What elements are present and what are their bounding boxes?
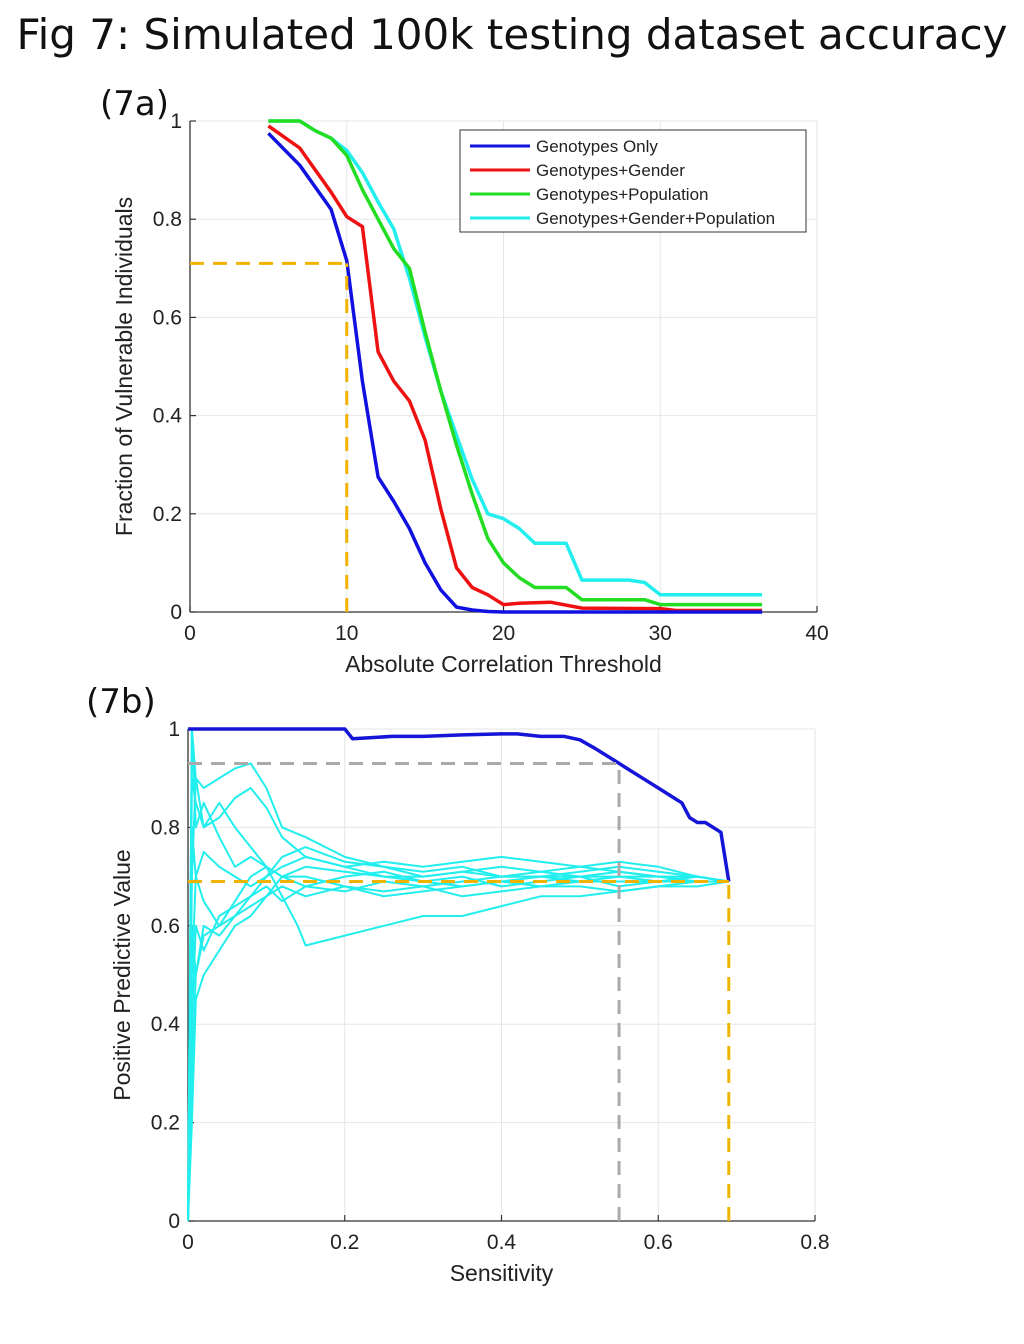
y-axis-label: Positive Predictive Value [109, 849, 135, 1100]
series-line [187, 875, 729, 1222]
y-tick-label: 0.2 [153, 503, 182, 526]
y-tick-label: 0.6 [153, 306, 182, 329]
series-line [268, 119, 763, 607]
series-line [267, 124, 763, 613]
x-tick-label: 20 [492, 622, 515, 645]
x-tick-label: 10 [335, 622, 358, 645]
x-axis-label: Absolute Correlation Threshold [345, 651, 662, 677]
series-line [187, 728, 729, 1222]
series-line [267, 132, 763, 614]
legend-label: Genotypes Only [536, 137, 658, 156]
y-tick-label: 0.2 [151, 1112, 180, 1135]
series-line [187, 777, 729, 1222]
series-line [187, 865, 729, 1222]
x-tick-label: 0 [184, 622, 196, 645]
series-line [187, 728, 729, 1222]
series-line [187, 870, 729, 1222]
y-tick-label: 1 [168, 718, 180, 741]
x-tick-label: 0.8 [800, 1231, 829, 1254]
y-tick-label: 0.4 [151, 1013, 181, 1036]
x-axis-label: Sensitivity [450, 1260, 554, 1286]
panel-label-7b: (7b) [86, 682, 156, 722]
panel-label-7a: (7a) [100, 84, 169, 124]
y-tick-label: 1 [170, 110, 182, 133]
x-tick-label: 30 [649, 622, 672, 645]
legend-label: Genotypes+Population [536, 185, 709, 204]
series-line [187, 777, 729, 1222]
series-line [187, 826, 729, 1222]
x-tick-label: 0.6 [644, 1231, 673, 1254]
series-line [188, 727, 731, 882]
y-tick-label: 0.8 [153, 208, 182, 231]
y-tick-label: 0.4 [153, 405, 183, 428]
y-tick-label: 0 [170, 601, 182, 624]
series-line [187, 880, 729, 1222]
legend-label: Genotypes+Gender+Population [536, 209, 775, 228]
figure-title: Fig 7: Simulated 100k testing dataset ac… [16, 10, 1008, 59]
y-tick-label: 0 [168, 1210, 180, 1233]
series-line [187, 851, 729, 1222]
x-tick-label: 40 [805, 622, 828, 645]
y-tick-label: 0.8 [151, 816, 180, 839]
x-tick-label: 0.4 [487, 1231, 517, 1254]
y-axis-label: Fraction of Vulnerable Individuals [111, 197, 137, 536]
x-tick-label: 0 [182, 1231, 194, 1254]
y-tick-label: 0.6 [151, 915, 180, 938]
x-tick-label: 0.2 [330, 1231, 359, 1254]
legend-label: Genotypes+Gender [536, 161, 685, 180]
